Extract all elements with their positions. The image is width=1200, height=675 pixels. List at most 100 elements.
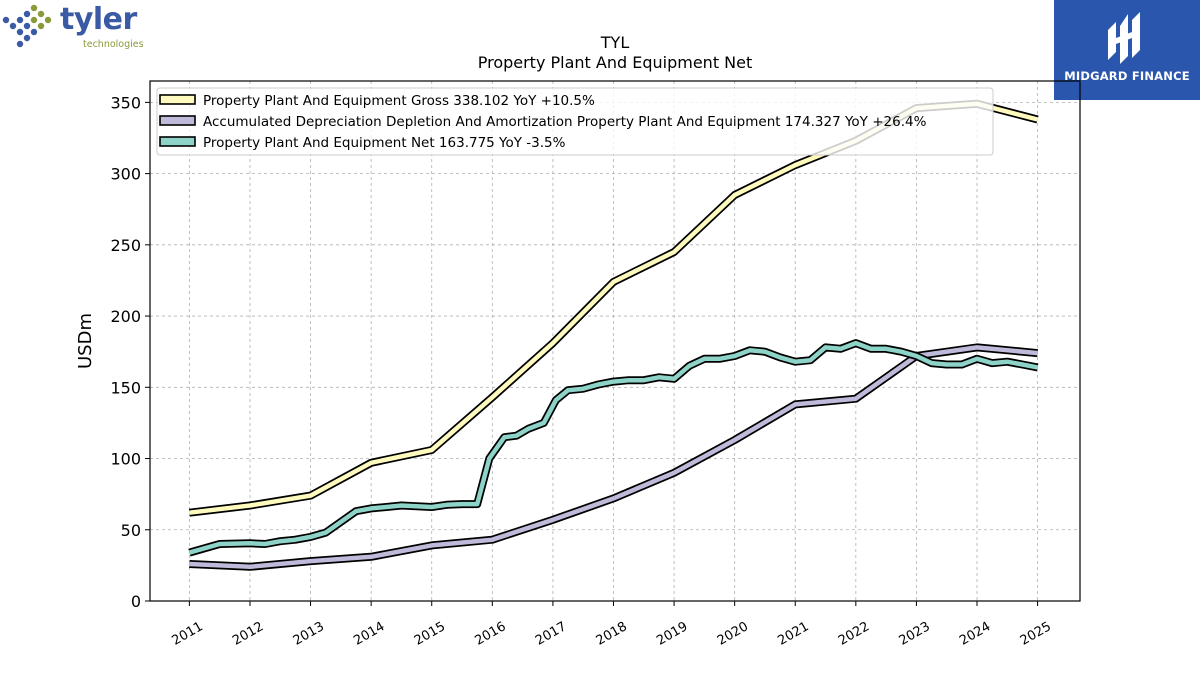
data-point	[1021, 363, 1024, 366]
data-point	[946, 363, 948, 366]
y-tick-label: 0	[131, 592, 141, 611]
data-point	[503, 436, 505, 438]
x-tick-label: 2018	[594, 619, 630, 649]
data-point	[688, 365, 690, 367]
data-point	[385, 506, 387, 508]
legend-box	[156, 87, 994, 156]
data-point	[794, 361, 796, 363]
data-point	[491, 539, 493, 541]
data-point	[764, 351, 766, 353]
data-point	[961, 363, 963, 366]
x-tick-label: 2017	[533, 619, 569, 649]
x-tick-label: 2013	[291, 619, 327, 649]
data-point	[294, 539, 296, 541]
series-line	[188, 99, 1039, 517]
chart-title: TYL	[600, 33, 630, 52]
x-tick-label: 2023	[897, 619, 933, 649]
data-point	[673, 472, 675, 474]
data-point	[567, 389, 569, 391]
x-tick-label: 2022	[836, 619, 872, 649]
x-tick-label: 2019	[654, 619, 690, 649]
data-point	[310, 560, 312, 562]
data-point	[794, 164, 796, 166]
legend-swatch	[159, 136, 196, 147]
y-axis-label: USDm	[75, 313, 96, 369]
data-point	[855, 398, 857, 400]
data-point	[673, 378, 675, 380]
data-point	[991, 362, 993, 364]
data-point	[658, 376, 660, 378]
data-point	[915, 355, 918, 357]
data-point	[264, 543, 266, 545]
data-point	[279, 540, 281, 542]
data-point	[552, 519, 554, 521]
x-tick-label: 2014	[351, 619, 387, 649]
data-point	[840, 348, 842, 350]
data-point	[734, 439, 736, 441]
series-line-fill	[188, 340, 1039, 555]
data-point	[310, 536, 312, 538]
data-point	[249, 566, 251, 568]
x-tick-label: 2016	[472, 619, 508, 649]
data-point	[370, 462, 372, 464]
data-point	[1037, 352, 1039, 354]
x-tick-label: 2024	[957, 619, 993, 649]
data-point	[885, 348, 887, 350]
midgard-finance-logo: MIDGARD FINANCE	[1054, 0, 1200, 100]
data-point	[543, 422, 545, 424]
data-point	[779, 356, 781, 358]
series-line	[188, 343, 1039, 571]
midgard-wordmark: MIDGARD FINANCE	[1064, 69, 1190, 83]
data-point	[552, 342, 554, 344]
plot-frame	[149, 80, 1081, 602]
data-point	[461, 503, 463, 505]
data-point	[528, 428, 530, 430]
data-point	[870, 348, 872, 350]
data-point	[400, 504, 402, 507]
y-tick-label: 200	[110, 307, 141, 326]
data-point	[188, 552, 190, 554]
data-point	[249, 504, 251, 507]
y-tick-label: 250	[110, 236, 141, 255]
legend: Property Plant And Equipment Gross 338.1…	[156, 87, 994, 156]
data-point	[749, 349, 751, 351]
data-point	[612, 281, 615, 283]
data-point	[446, 504, 448, 506]
data-point	[431, 506, 433, 508]
data-point	[1037, 366, 1039, 368]
legend-entry: Property Plant And Equipment Gross 338.1…	[203, 93, 595, 109]
chart-subtitle: Property Plant And Equipment Net	[478, 53, 753, 72]
data-point	[900, 351, 902, 353]
data-point	[515, 435, 518, 437]
y-tick-label: 100	[110, 450, 141, 469]
y-tick-label: 300	[110, 165, 141, 184]
data-point	[219, 543, 221, 545]
data-point	[612, 381, 615, 383]
midgard-mark-icon	[1108, 12, 1140, 64]
x-tick-label: 2015	[412, 619, 448, 649]
data-point	[1006, 361, 1008, 363]
data-point	[597, 383, 599, 386]
data-point	[188, 512, 190, 514]
data-point	[809, 359, 812, 361]
x-tick-label: 2021	[775, 619, 811, 649]
data-point	[855, 342, 857, 344]
data-point	[476, 503, 478, 505]
series-line	[188, 339, 1039, 557]
legend-entry: Property Plant And Equipment Net 163.775…	[203, 135, 566, 151]
data-point	[582, 388, 584, 390]
data-point	[628, 379, 630, 381]
data-point	[734, 355, 736, 357]
data-point	[976, 358, 978, 360]
data-point	[491, 396, 493, 398]
data-point	[1037, 118, 1039, 121]
data-point	[824, 346, 827, 348]
tyler-wordmark: tyler	[60, 2, 137, 37]
data-point	[188, 563, 190, 565]
legend-swatch	[159, 94, 196, 105]
legend-entry: Accumulated Depreciation Depletion And A…	[203, 114, 927, 130]
data-point	[310, 495, 312, 497]
tyler-logo: tyler technologies	[0, 0, 150, 58]
data-point	[370, 507, 372, 509]
